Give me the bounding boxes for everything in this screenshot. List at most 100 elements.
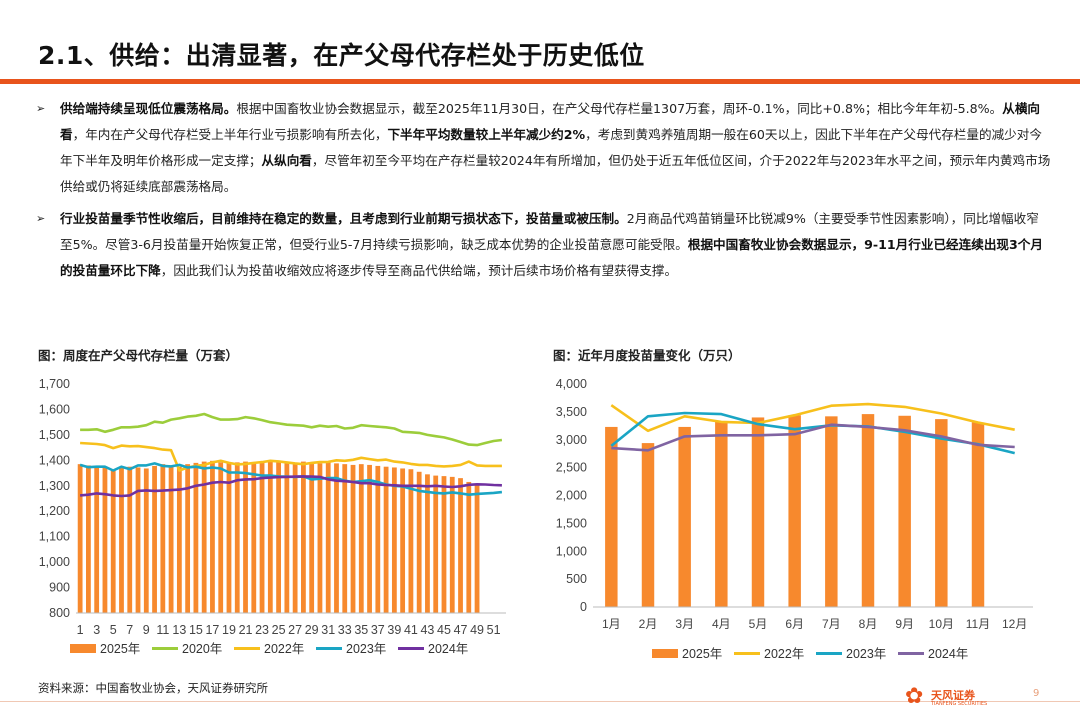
x-tick-label: 37 [371, 623, 385, 637]
y-tick-label: 900 [49, 581, 70, 595]
footer-rule [0, 701, 1080, 702]
y-tick-label: 1,500 [556, 516, 587, 530]
flower-logo-icon: ✿ [905, 684, 924, 709]
x-tick-label: 9 [143, 623, 150, 637]
bar-2025年 [334, 463, 339, 613]
bullet-segment: ，尽管年初至今平均在产存栏量较2024年有所增加，但仍处于近五年低位区间，介于2… [60, 153, 1051, 194]
line-2023年 [610, 411, 1016, 455]
x-tick-label: 1月 [602, 617, 621, 631]
bar-2025年 [408, 469, 414, 613]
x-tick-label: 6月 [785, 617, 804, 631]
x-tick-label: 41 [404, 623, 418, 637]
bullet-emphasis: 供给端持续呈现低位震荡格局。 [60, 101, 237, 116]
bullet-segment: ，因此我们认为投苗收缩效应将逐步传导至商品代供给端，预计后续市场价格有望获得支撑… [160, 263, 678, 278]
brand-logo: ✿ 天风证券 TIANFENG SECURITIES 9 [905, 684, 1045, 714]
y-tick-label: 1,000 [556, 544, 587, 558]
x-tick-label: 31 [321, 623, 335, 637]
bar-2025年 [251, 462, 257, 613]
weekly-stock-chart: 800 900 1,000 1,100 1,200 1,300 1,400 1,500 1,60… [39, 377, 506, 656]
x-tick-label: 5月 [749, 617, 768, 631]
x-tick-label: 21 [239, 623, 253, 637]
bar-2025年 [458, 478, 463, 613]
x-tick-label: 12月 [1002, 617, 1027, 631]
bullet-emphasis: 下半年平均数量较上半年减少约2% [387, 127, 586, 142]
bar-2025年 [898, 415, 911, 607]
right-figure-title: 图：近年月度投苗量变化（万只） [553, 348, 741, 363]
bar-2025年 [425, 474, 430, 613]
line-2024年 [611, 423, 1015, 452]
bar-2025年 [678, 426, 691, 607]
bar-2025年 [276, 461, 281, 613]
bar-2025年 [350, 464, 356, 613]
y-tick-label: 2,500 [556, 461, 587, 475]
bullet-arrow-icon: ➢ [36, 102, 46, 115]
bar-2025年 [210, 460, 215, 613]
line-2024年 [79, 475, 502, 498]
bar-2025年 [375, 465, 381, 613]
bar-2025年 [86, 465, 91, 613]
bar-2025年 [193, 462, 199, 613]
bar-2025年 [861, 414, 875, 607]
bar-2025年 [751, 417, 765, 607]
bullet-supply: ➢ 供给端持续呈现低位震荡格局。根据中国畜牧业协会数据显示，截至2025年11月… [36, 96, 1051, 200]
x-tick-label: 4月 [712, 617, 731, 631]
bar-2025年 [325, 462, 331, 613]
bullet-text: 供给端持续呈现低位震荡格局。根据中国畜牧业协会数据显示，截至2025年11月30… [60, 101, 1050, 194]
legend-label: 2025年 [100, 642, 140, 656]
bar-2025年 [160, 464, 166, 613]
legend-label: 2023年 [346, 642, 386, 656]
bar-2025年 [317, 463, 323, 613]
x-tick-label: 1 [77, 623, 84, 637]
legend-swatch-bar [70, 644, 96, 653]
bar-2025年 [449, 476, 455, 613]
bar-2025年 [358, 464, 364, 613]
legend-label: 2020年 [182, 642, 222, 656]
bar-2025年 [605, 426, 618, 607]
y-tick-label: 3,500 [556, 405, 587, 419]
bar-2025年 [168, 465, 174, 613]
x-tick-label: 27 [288, 623, 302, 637]
page-title: 2.1、供给：出清显著，在产父母代存栏处于历史低位 [38, 41, 645, 70]
x-tick-label: 15 [189, 623, 203, 637]
bullet-emphasis: 根据中国畜牧业协会数据显示，9-11月行业已经连续出现3个月的投苗量环比下降 [60, 237, 1043, 278]
y-tick-label: 3,000 [556, 433, 587, 447]
x-tick-label: 49 [470, 623, 484, 637]
x-tick-label: 7月 [822, 617, 841, 631]
bar-2025年 [416, 471, 422, 613]
legend-label: 2023年 [846, 647, 886, 661]
y-tick-label: 500 [566, 572, 587, 586]
bar-2025年 [825, 416, 838, 607]
x-tick-label: 33 [338, 623, 352, 637]
bullet-emphasis: 从横向看 [60, 101, 1040, 142]
bar-2025年 [292, 462, 298, 613]
x-tick-label: 17 [205, 623, 219, 637]
x-tick-label: 10月 [929, 617, 954, 631]
bar-2025年 [342, 464, 348, 613]
legend-label: 2025年 [682, 647, 722, 661]
bullet-segment: ，考虑到黄鸡养殖周期一般在60天以上，因此下半年在产父母代存栏量的减少对今年下半… [60, 127, 1042, 168]
legend-swatch-bar [652, 649, 678, 658]
bar-2025年 [102, 467, 108, 613]
x-tick-label: 51 [487, 623, 501, 637]
y-tick-label: 1,300 [39, 479, 70, 493]
bar-2025年 [77, 464, 83, 613]
y-tick-label: 1,200 [39, 504, 70, 518]
y-tick-label: 1,700 [39, 377, 70, 391]
bar-2025年 [135, 467, 141, 613]
y-tick-label: 0 [580, 600, 587, 614]
x-tick-label: 13 [172, 623, 186, 637]
bar-2025年 [284, 462, 290, 613]
bar-2025年 [185, 464, 191, 613]
bar-2025年 [176, 466, 182, 613]
bar-2025年 [152, 465, 157, 613]
bar-2025年 [788, 415, 801, 607]
bar-2025年 [143, 468, 149, 613]
bar-2025年 [301, 461, 306, 613]
bar-2025年 [474, 483, 480, 613]
x-tick-label: 25 [272, 623, 286, 637]
y-tick-label: 1,600 [39, 402, 70, 416]
y-tick-label: 1,500 [39, 428, 70, 442]
x-tick-label: 2月 [639, 617, 658, 631]
y-tick-label: 1,100 [39, 530, 70, 544]
brand-tagline: TIANFENG SECURITIES [931, 701, 988, 707]
